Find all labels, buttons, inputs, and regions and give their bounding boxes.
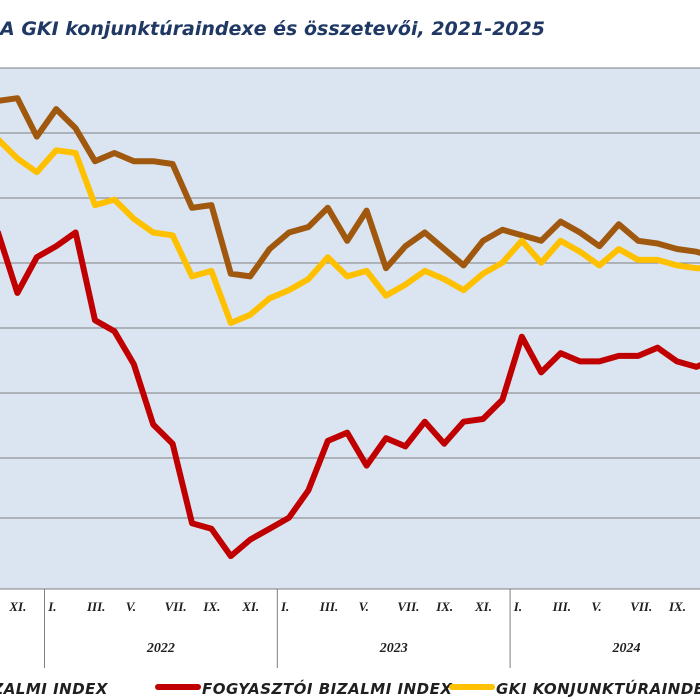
x-axis: XI. I. III. V. VII. IX. XI. I. III. V. VII. IX. XI. I… xyxy=(0,588,700,668)
x-tick-label: III. xyxy=(552,599,571,614)
x-tick-label: V. xyxy=(359,599,369,614)
year-label: 2022 xyxy=(146,641,175,656)
series-line-0 xyxy=(0,95,700,280)
x-tick-label: V. xyxy=(126,599,136,614)
x-tick-label: IX. xyxy=(435,599,453,614)
legend: ÜZLETI BIZALMI INDEX FOGYASZTÓI BIZALMI I… xyxy=(0,679,700,698)
x-tick-label: VII. xyxy=(397,599,419,614)
year-label: 2024 xyxy=(612,641,641,656)
x-tick-label: XI. xyxy=(241,599,259,614)
series-line-2 xyxy=(0,137,700,326)
x-tick-label: V. xyxy=(591,599,601,614)
series-line-1 xyxy=(0,229,700,560)
legend-label: ÜZLETI BIZALMI INDEX xyxy=(0,679,109,698)
x-tick-label: XI. xyxy=(8,599,26,614)
x-tick-label: I. xyxy=(513,599,522,614)
x-tick-label: I. xyxy=(47,599,56,614)
x-tick-label: VII. xyxy=(630,599,652,614)
x-tick-label: VII. xyxy=(165,599,187,614)
x-tick-label: IX. xyxy=(202,599,220,614)
series-lines xyxy=(0,95,700,560)
gridlines xyxy=(0,67,700,519)
x-tick-label: III. xyxy=(319,599,338,614)
year-label: 2023 xyxy=(379,641,408,656)
legend-label: GKI KONJUNKTÚRAINDEX xyxy=(496,679,700,698)
chart-title: A GKI konjunktúraindexe és összetevői, 2… xyxy=(0,18,545,40)
x-tick-label: IX. xyxy=(668,599,686,614)
x-tick-label: III. xyxy=(86,599,105,614)
x-tick-label: I. xyxy=(280,599,289,614)
legend-label: FOGYASZTÓI BIZALMI INDEX xyxy=(202,679,453,698)
x-tick-label: XI. xyxy=(474,599,492,614)
